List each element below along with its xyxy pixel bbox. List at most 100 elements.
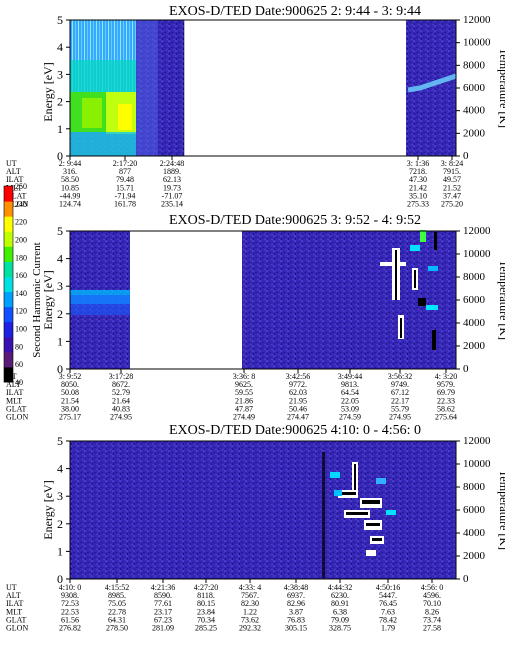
orbit-value: 62.13 (163, 175, 181, 184)
orbit-value: 6937. (287, 591, 305, 600)
panel-1-lime-block (82, 98, 102, 128)
orbit-value: 7567. (241, 591, 259, 600)
orbit-row-label: ALT (6, 591, 21, 600)
orbit-value: 4596. (423, 591, 441, 600)
orbit-value: 27.58 (423, 624, 441, 633)
orbit-value: 53.09 (341, 404, 359, 413)
orbit-value: 76.45 (379, 599, 397, 608)
orbit-value: 274.59 (339, 413, 361, 422)
panel-3-right-axis: 0 2000 4000 6000 8000 10000 12000 (456, 435, 491, 585)
colorbar-swatch (4, 231, 13, 247)
left-tick-label: 3 (57, 489, 63, 503)
orbit-value: 77.61 (154, 599, 172, 608)
colorbar-label: Second Harmonic Current (31, 242, 43, 357)
orbit-value: 75.05 (108, 599, 126, 608)
left-tick-label: 5 (57, 13, 63, 27)
orbit-value: 276.82 (59, 624, 81, 633)
orbit-value: 55.79 (391, 404, 409, 413)
left-tick-label: 0 (57, 572, 63, 586)
panel-2-ylabel: Energy [eV] (41, 270, 55, 329)
orbit-row-label: ALT (6, 380, 21, 389)
panel-1-ylabel: Energy [eV] (41, 62, 55, 121)
time-tick-label: 2:17:20 (113, 159, 137, 168)
panel-1-ion-streak (407, 73, 457, 93)
orbit-value: 124.74 (59, 200, 81, 209)
orbit-value: 50.46 (289, 404, 307, 413)
panel-1-cyan-lower (70, 132, 136, 156)
right-tick-label: 12000 (463, 225, 491, 237)
panel-3-ylabel: Energy [eV] (41, 480, 55, 539)
right-tick-label: 8000 (463, 271, 486, 283)
orbit-value: 8672. (112, 380, 130, 389)
right-tick-label: 0 (463, 150, 469, 162)
time-tick-label: 2:24:48 (160, 159, 184, 168)
orbit-value: 22.33 (437, 396, 455, 405)
orbit-value: 9772. (289, 380, 307, 389)
orbit-value: 9813. (341, 380, 359, 389)
orbit-value: 69.79 (437, 388, 455, 397)
orbit-value: 61.56 (61, 615, 79, 624)
orbit-value: 7.63 (381, 607, 395, 616)
orbit-value: 8050. (61, 380, 79, 389)
panel-2-left-axis: 0 1 2 3 4 5 (57, 224, 70, 376)
right-tick-label: 6000 (463, 82, 486, 94)
colorbar-tick-label: 250 (15, 182, 27, 191)
orbit-value: 1.79 (381, 624, 395, 633)
orbit-value: 22.53 (61, 607, 79, 616)
right-tick-label: 0 (463, 363, 469, 375)
orbit-value: 80.91 (331, 599, 349, 608)
right-tick-label: 8000 (463, 481, 486, 493)
orbit-row-label: ALT (6, 167, 21, 176)
right-tick-label: 4000 (463, 105, 486, 117)
colorbar-tick-label: 120 (15, 307, 27, 316)
left-tick-label: 3 (57, 279, 63, 293)
colorbar-tick-label: 40 (15, 378, 23, 387)
orbit-value: 22.78 (108, 607, 126, 616)
right-tick-label: 2000 (463, 550, 486, 562)
orbit-value: 47.87 (235, 404, 253, 413)
colorbar-swatch (4, 261, 13, 277)
orbit-row-label: GLAT (6, 191, 27, 200)
right-tick-label: 10000 (463, 458, 491, 470)
colorbar-swatch (4, 201, 13, 217)
orbit-value: 3.87 (289, 607, 303, 616)
time-tick-label: 3:36: 8 (233, 372, 255, 381)
colorbar-ticks: 40 60 80 100 120 140 160 180 200 220 240 250 (15, 182, 27, 387)
orbit-row-label: ILAT (6, 599, 23, 608)
orbit-row-label: GLON (6, 624, 28, 633)
orbit-value: 38.00 (61, 404, 79, 413)
orbit-value: 37.47 (443, 191, 461, 200)
colorbar: 40 60 80 100 120 140 160 180 200 220 240 250 Second… (3, 182, 43, 387)
orbit-value: 58.50 (61, 175, 79, 184)
orbit-value: 275.20 (441, 200, 463, 209)
panel-2-right-axis: 0 2000 4000 6000 8000 10000 12000 (456, 225, 491, 375)
right-tick-label: 6000 (463, 294, 486, 306)
right-tick-label: 4000 (463, 317, 486, 329)
orbit-value: 305.15 (285, 624, 307, 633)
panel-3-left-axis: 0 1 2 3 4 5 (57, 434, 70, 586)
orbit-value: 9625. (235, 380, 253, 389)
panel-1-data-gap (184, 20, 406, 156)
left-tick-label: 2 (57, 307, 63, 321)
orbit-value: 72.53 (61, 599, 79, 608)
colorbar-swatch (4, 216, 13, 232)
orbit-row-label: GLON (6, 413, 28, 422)
time-tick-label: 4:21:36 (151, 583, 175, 592)
time-tick-label: 4:33: 4 (239, 583, 261, 592)
time-tick-label: 4:50:16 (376, 583, 400, 592)
colorbar-swatch (4, 336, 13, 353)
panel-1-ylabel-right: Temperature [K] (497, 48, 505, 128)
orbit-value: 52.79 (112, 388, 130, 397)
left-tick-label: 1 (57, 544, 63, 558)
orbit-value: 82.96 (287, 599, 305, 608)
colorbar-swatch (4, 321, 13, 338)
orbit-value: 278.50 (106, 624, 128, 633)
time-tick-label: 3: 1:36 (407, 159, 429, 168)
orbit-value: 274.95 (110, 413, 132, 422)
orbit-value: 40.83 (112, 404, 130, 413)
left-tick-label: 1 (57, 334, 63, 348)
time-tick-label: 2: 9:44 (59, 159, 81, 168)
right-tick-label: 10000 (463, 248, 491, 260)
colorbar-swatch (4, 351, 13, 368)
orbit-row-label: ILAT (6, 175, 23, 184)
